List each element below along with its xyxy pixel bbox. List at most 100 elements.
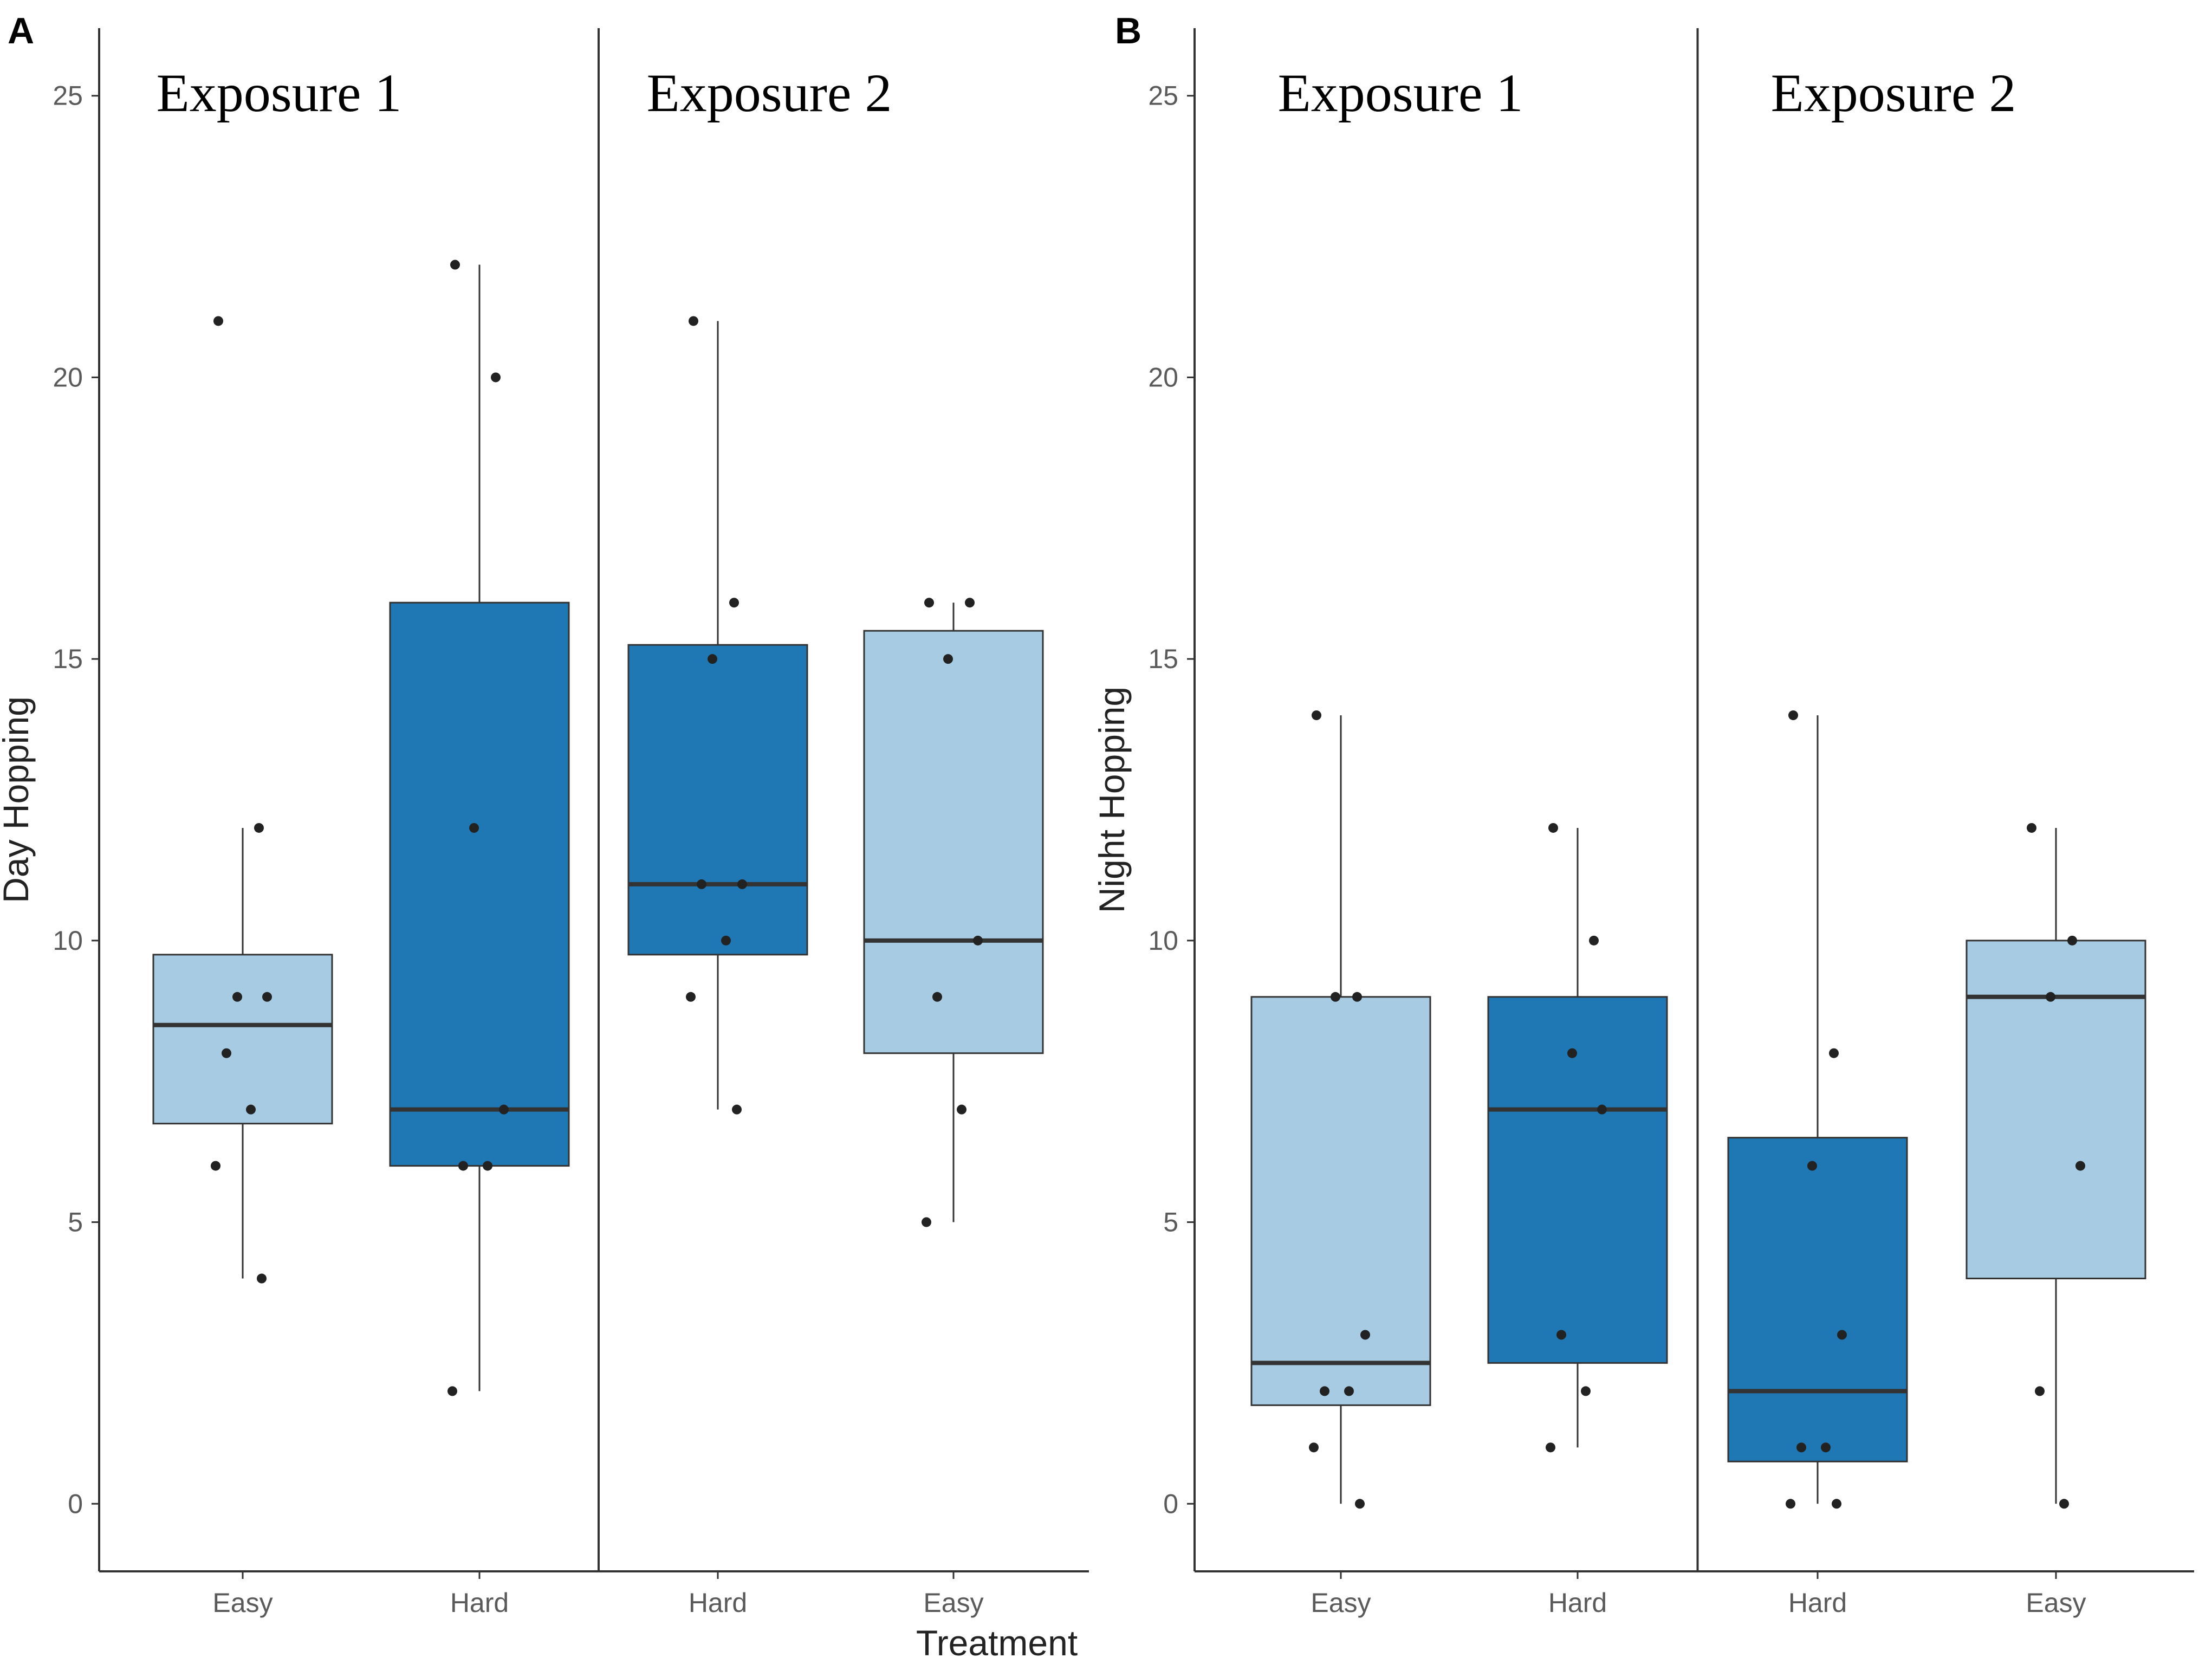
y-tick-label: 5 [68, 1207, 83, 1238]
panel-a: A 0 5 10 15 20 25 Day Hopping Exposure 1 Exposure… [0, 10, 1089, 1618]
data-point [1556, 1330, 1566, 1340]
data-point [965, 598, 975, 608]
x-tick-label: Hard [689, 1588, 747, 1618]
data-point [721, 935, 731, 946]
x-axis-title: Treatment [916, 1623, 1078, 1663]
data-point [729, 598, 739, 608]
data-point [1567, 1048, 1577, 1058]
data-point [1786, 1499, 1795, 1509]
data-point [232, 992, 242, 1002]
data-point [973, 935, 983, 946]
y-tick-label: 25 [53, 81, 83, 111]
y-axis-title: Night Hopping [1092, 687, 1132, 913]
data-point [1829, 1048, 1839, 1058]
y-tick-label: 0 [1163, 1488, 1178, 1519]
x-tick-label: Easy [923, 1588, 983, 1618]
box-iqr [1965, 940, 2146, 1280]
box-group-hard [627, 316, 808, 1115]
box-iqr [1727, 1137, 1908, 1462]
y-tick-label: 10 [53, 925, 83, 956]
data-point [689, 316, 698, 326]
y-axis-title: Day Hopping [0, 696, 36, 903]
panel-b: B 0 5 10 15 20 25 Night Hopping Exposure 1 Exposu… [1092, 10, 2194, 1618]
data-point [447, 1386, 457, 1396]
x-tick-label: Hard [1788, 1588, 1847, 1618]
data-point [458, 1161, 468, 1171]
data-point [1344, 1386, 1354, 1396]
panel-letter: B [1115, 10, 1141, 51]
data-point [1309, 1442, 1319, 1453]
data-point [1546, 1442, 1555, 1453]
y-tick-label: 20 [53, 362, 83, 392]
data-point [1331, 992, 1340, 1002]
y-tick-label: 20 [1148, 362, 1178, 392]
data-point [257, 1273, 267, 1284]
data-point [1320, 1386, 1329, 1396]
data-point [732, 1104, 742, 1115]
y-tick-label: 0 [68, 1488, 83, 1519]
box-iqr [1250, 996, 1431, 1406]
data-point [922, 1217, 931, 1227]
box-group-easy [152, 316, 333, 1284]
data-point [262, 992, 272, 1002]
data-point [1355, 1499, 1365, 1509]
data-point [1807, 1161, 1817, 1171]
panel-letter: A [8, 10, 34, 51]
data-point [943, 654, 953, 664]
data-point [491, 372, 501, 383]
y-tick-label: 15 [53, 644, 83, 674]
data-point [1788, 710, 1798, 721]
x-tick-label: Easy [1311, 1588, 1371, 1618]
data-point [469, 823, 479, 833]
box-group-hard [1727, 710, 1908, 1509]
data-point [686, 992, 696, 1002]
data-point [1581, 1386, 1591, 1396]
y-tick-label: 25 [1148, 81, 1178, 111]
data-point [2067, 935, 2077, 946]
data-point [499, 1104, 509, 1115]
box-iqr [1487, 996, 1668, 1364]
data-point [1597, 1104, 1607, 1115]
box-iqr [389, 601, 570, 1167]
data-point [450, 260, 460, 270]
exposure-label-2: Exposure 2 [647, 63, 892, 123]
data-point [1352, 992, 1362, 1002]
data-point [697, 879, 706, 889]
y-tick-label: 10 [1148, 925, 1178, 956]
data-point [222, 1048, 231, 1058]
exposure-label-1: Exposure 1 [157, 63, 402, 123]
x-tick-label: Easy [2026, 1588, 2086, 1618]
data-point [246, 1104, 256, 1115]
exposure-label-2: Exposure 2 [1771, 63, 2016, 123]
data-point [2059, 1499, 2069, 1509]
x-tick-label: Easy [212, 1588, 273, 1618]
data-point [2035, 1386, 2045, 1396]
data-point [1821, 1442, 1831, 1453]
box-group-easy [1250, 710, 1431, 1509]
data-point [1589, 935, 1599, 946]
box-iqr [627, 644, 808, 956]
y-tick-label: 15 [1148, 644, 1178, 674]
data-point [1548, 823, 1558, 833]
data-point [1796, 1442, 1806, 1453]
data-point [483, 1161, 492, 1171]
data-point [924, 598, 934, 608]
data-point [737, 879, 747, 889]
x-tick-label: Hard [450, 1588, 509, 1618]
x-tick-label: Hard [1548, 1588, 1607, 1618]
y-tick-label: 5 [1163, 1207, 1178, 1238]
box-group-easy [863, 598, 1044, 1227]
data-point [1312, 710, 1321, 721]
data-point [1832, 1499, 1841, 1509]
box-group-hard [1487, 823, 1668, 1453]
data-point [932, 992, 942, 1002]
box-iqr [152, 954, 333, 1125]
data-point [211, 1161, 220, 1171]
data-point [2046, 992, 2055, 1002]
data-point [957, 1104, 966, 1115]
data-point [708, 654, 717, 664]
data-point [213, 316, 223, 326]
box-iqr [863, 630, 1044, 1054]
exposure-label-1: Exposure 1 [1278, 63, 1523, 123]
